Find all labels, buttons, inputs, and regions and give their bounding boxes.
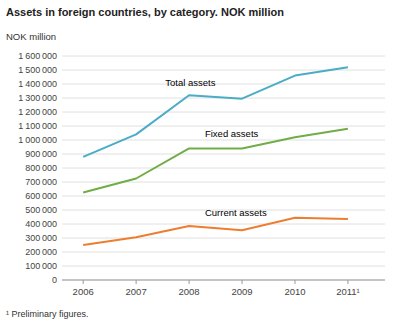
grid-line bbox=[62, 56, 385, 57]
grid-line bbox=[62, 84, 385, 85]
x-tick-label: 2011¹ bbox=[336, 286, 360, 297]
y-tick-label: 1 200 000 bbox=[18, 107, 57, 117]
x-tick-label: 2009 bbox=[231, 286, 252, 297]
grid-line bbox=[62, 252, 385, 253]
series-line bbox=[83, 218, 348, 245]
y-tick-label: 700 000 bbox=[25, 177, 57, 187]
annotation: Total assets bbox=[165, 77, 215, 88]
lines bbox=[83, 67, 348, 245]
y-tick-label: 1 500 000 bbox=[18, 65, 57, 75]
title: Assets in foreign countries, by category… bbox=[6, 6, 284, 18]
annotation: Current assets bbox=[205, 207, 267, 218]
x-tick-label: 2008 bbox=[179, 286, 200, 297]
y-tick-label: 100 000 bbox=[25, 261, 57, 271]
y-tick-label: 600 000 bbox=[25, 191, 57, 201]
y-tick-label: 1 000 000 bbox=[18, 135, 57, 145]
x-tick-label: 2006 bbox=[73, 286, 94, 297]
grid-line bbox=[62, 196, 385, 197]
grid-line bbox=[62, 266, 385, 267]
x-tick-label: 2007 bbox=[126, 286, 147, 297]
y-tick-label: 0 bbox=[52, 275, 57, 285]
y-tick-label: 400 000 bbox=[25, 219, 57, 229]
y-tick-label: 1 100 000 bbox=[18, 121, 57, 131]
x-tick bbox=[83, 280, 84, 284]
x-tick bbox=[294, 280, 295, 284]
grid bbox=[62, 56, 385, 280]
grid-line bbox=[62, 182, 385, 183]
y-tick-label: 500 000 bbox=[25, 205, 57, 215]
grid-line bbox=[62, 238, 385, 239]
footnote: ¹ Preliminary figures. bbox=[6, 309, 89, 319]
x-tick bbox=[136, 280, 137, 284]
x-axis-line bbox=[62, 280, 385, 281]
x-tick bbox=[189, 280, 190, 284]
y-tick-label: 800 000 bbox=[25, 163, 57, 173]
x-tick bbox=[347, 280, 348, 284]
grid-line bbox=[62, 224, 385, 225]
y-ticks: 0 100 000 200 000 300 000 400 000 500 000 600 … bbox=[18, 51, 57, 285]
grid-line bbox=[62, 126, 385, 127]
x-ticks: 2006 2007 2008 2009 2010 2011¹ bbox=[73, 280, 360, 297]
grid-line bbox=[62, 280, 385, 281]
grid-line bbox=[62, 112, 385, 113]
x-tick bbox=[242, 280, 243, 284]
y-axis-label: NOK million bbox=[6, 31, 56, 42]
y-tick-label: 300 000 bbox=[25, 233, 57, 243]
annotation: Fixed assets bbox=[205, 128, 259, 139]
grid-line bbox=[62, 168, 385, 169]
x-tick-label: 2010 bbox=[284, 286, 305, 297]
y-tick-label: 1 600 000 bbox=[18, 51, 57, 61]
grid-line bbox=[62, 140, 385, 141]
series-line bbox=[83, 67, 348, 157]
chart: Assets in foreign countries, by category… bbox=[0, 0, 397, 323]
y-tick-label: 1 300 000 bbox=[18, 93, 57, 103]
y-tick-label: 200 000 bbox=[25, 247, 57, 257]
y-tick-label: 1 400 000 bbox=[18, 79, 57, 89]
y-tick-label: 900 000 bbox=[25, 149, 57, 159]
annotations: Total assets Fixed assets Current assets bbox=[165, 77, 267, 218]
grid-line bbox=[62, 154, 385, 155]
